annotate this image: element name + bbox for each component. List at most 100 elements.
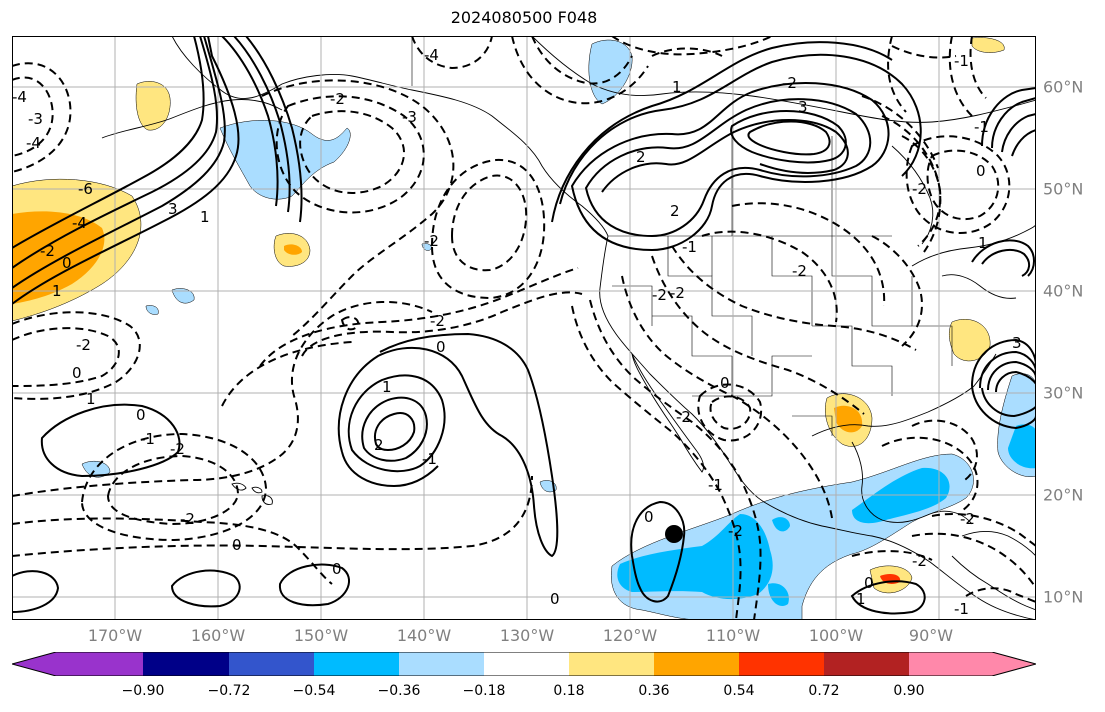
negative-anomaly-region [81,461,111,478]
colorbar-segment [399,652,484,676]
contour-label: -4 [26,134,41,152]
contour-label: 0 [136,406,146,424]
positive-anomaly-region [135,81,171,131]
contour-label: 0 [332,560,342,578]
longitude-label: 140°W [396,626,452,645]
contour-label: 1 [672,78,682,96]
contour-label: 2 [670,202,680,220]
longitude-label: 100°W [808,626,864,645]
contour-label: 1 [86,390,96,408]
contour-label: -2 [430,312,445,330]
contour-label: 0 [864,574,874,592]
contour-labels: -4 -3 -4 -6 -4 -2 0 1 3 1 -4 -3 -2 -2 -2… [12,46,1022,618]
negative-anomaly-region [145,305,159,315]
contour-label: -1 [954,52,969,70]
positive-contours [12,36,1036,615]
strong-negative-anomaly-region [772,517,790,532]
map-title: 2024080500 F048 [450,8,598,27]
colorbar-segment [143,652,229,676]
contour-label: 0 [550,590,560,608]
negative-contours [12,36,1036,620]
contour-label: -1 [422,450,437,468]
colorbar-segment [654,652,739,676]
contour-label: 0 [976,162,986,180]
contour-label: -2 [792,262,807,280]
contour-label: -2 [424,232,439,250]
contour-label: -2 [670,284,685,302]
colorbar-segment [484,652,569,676]
contour-label: -6 [78,180,93,198]
latitude-label: 30°N [1043,383,1084,403]
contour-label: -2 [652,286,667,304]
contour-label: -2 [330,90,345,108]
positive-anomaly-region [971,37,1005,53]
contour-label: -1 [954,600,969,618]
contour-label: -1 [974,118,989,136]
contour-label: -1 [140,430,155,448]
contour-label: -2 [180,510,195,528]
colorbar [12,652,1036,676]
contour-label: 0 [72,364,82,382]
contour-label: 0 [232,536,242,554]
contour-label: 3 [168,200,178,218]
latitude-label: 10°N [1043,587,1084,607]
contour-label: 0 [436,338,446,356]
contour-label: -2 [76,336,91,354]
colorbar-tick-label: 0.54 [723,683,755,699]
colorbar-tick-label: −0.54 [292,683,336,699]
colorbar-tick-label: 0.90 [893,683,925,699]
contour-label: 0 [644,508,654,526]
contour-label: 2 [636,148,646,166]
longitude-label: 120°W [602,626,658,645]
contour-label: -4 [424,46,439,64]
contour-label: -2 [170,440,185,458]
contour-label: 3 [798,98,808,116]
negative-anomaly-region [588,39,633,105]
longitude-label: 150°W [293,626,349,645]
latitude-label: 40°N [1043,281,1084,301]
colorbar-tick-label: −0.90 [121,683,165,699]
contour-label: -1 [682,238,697,256]
contour-label: -2 [676,408,691,426]
contour-label: -4 [12,88,27,106]
contour-label: 0 [62,254,72,272]
contour-label: -3 [28,110,43,128]
contour-label: -3 [402,108,417,126]
storm-position-marker [665,525,683,543]
contour-label: -1 [708,476,723,494]
negative-anomaly-region [171,288,195,304]
latitude-label: 20°N [1043,485,1084,505]
colorbar-segment [314,652,399,676]
colorbar-segment [824,652,909,676]
map-panel: -4 -3 -4 -6 -4 -2 0 1 3 1 -4 -3 -2 -2 -2… [12,36,1036,620]
contour-label: -2 [728,522,743,540]
contour-label: 1 [200,208,210,226]
positive-anomaly-region [949,319,991,362]
colorbar-tick-label: −0.18 [462,683,506,699]
latitude-label: 60°N [1043,77,1084,97]
contour-label: -2 [782,74,797,92]
colorbar-segment [739,652,824,676]
longitude-label: 130°W [499,626,555,645]
colorbar-segment [569,652,654,676]
longitude-label: 160°W [190,626,246,645]
contour-label: -2 [40,242,55,260]
colorbar-segment [12,652,143,676]
colorbar-segment [229,652,314,676]
contour-label: -2 [912,552,927,570]
contour-label: 2 [374,436,384,454]
colorbar-segment [909,652,1036,676]
colorbar-tick-label: 0.72 [808,683,840,699]
contour-label: -2 [960,510,975,528]
negative-anomaly-region [219,120,351,200]
longitude-label: 110°W [705,626,761,645]
contour-label: 1 [856,590,866,608]
longitude-label: 170°W [87,626,143,645]
colorbar-tick-label: 0.36 [638,683,670,699]
contour-label: 0 [720,374,730,392]
contour-label: 1 [52,282,62,300]
colorbar-tick-label: 0.18 [553,683,585,699]
contour-label: 3 [1012,334,1022,352]
contour-label: -2 [912,180,927,198]
latitude-label: 50°N [1043,179,1084,199]
